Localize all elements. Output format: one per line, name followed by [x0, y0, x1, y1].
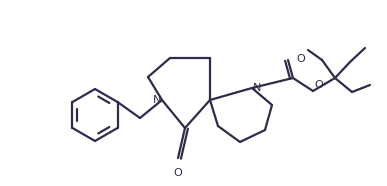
Text: N: N	[253, 83, 261, 93]
Text: O: O	[296, 54, 305, 64]
Text: O: O	[314, 80, 323, 90]
Text: O: O	[174, 168, 182, 178]
Text: N: N	[152, 95, 161, 105]
